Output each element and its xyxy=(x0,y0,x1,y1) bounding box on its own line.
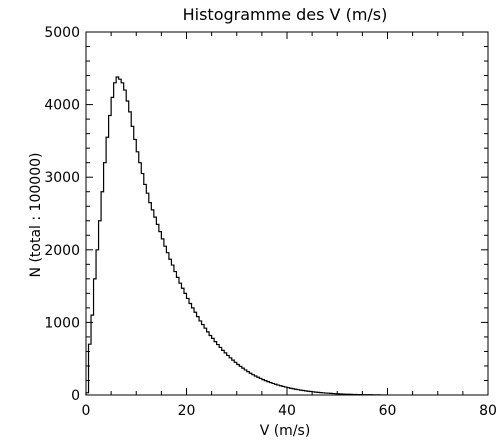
x-tick-label: 80 xyxy=(479,403,497,419)
chart-title: Histogramme des V (m/s) xyxy=(183,5,388,24)
x-tick-label: 0 xyxy=(82,403,91,419)
y-tick-label: 0 xyxy=(71,388,80,404)
x-tick-label: 20 xyxy=(178,403,196,419)
x-tick-label: 40 xyxy=(278,403,296,419)
y-tick-label: 1000 xyxy=(44,315,80,331)
x-tick-label: 60 xyxy=(379,403,397,419)
y-axis: 0 1000 2000 3000 4000 5000 xyxy=(44,25,488,404)
x-axis: 0 20 40 60 80 xyxy=(82,32,497,419)
plot-frame xyxy=(85,31,489,396)
y-tick-label: 4000 xyxy=(44,98,80,114)
y-tick-label: 3000 xyxy=(44,170,80,186)
y-tick-label: 5000 xyxy=(44,25,80,41)
y-tick-label: 2000 xyxy=(44,243,80,259)
y-axis-label: N (total : 100000) xyxy=(28,153,44,278)
histogram-step-line xyxy=(85,76,388,396)
x-axis-label: V (m/s) xyxy=(260,423,311,439)
